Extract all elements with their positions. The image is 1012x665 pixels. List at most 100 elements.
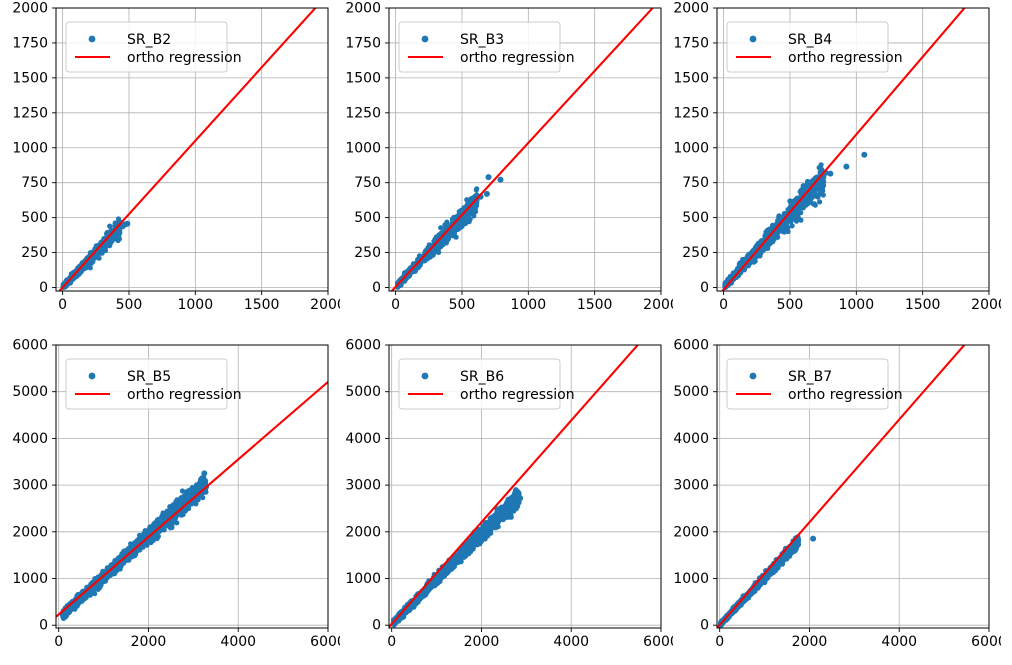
legend-line-label: ortho regression [788,387,903,403]
axis-ticks [52,7,329,295]
svg-text:0: 0 [58,297,67,313]
axis-tick-labels: 02000400060000100020003000400050006000 [12,338,340,651]
axis-ticks [713,7,990,295]
axes-spines [55,7,329,292]
axes-spines [388,344,662,629]
legend-marker-dot [88,35,96,43]
svg-text:1000: 1000 [673,140,709,156]
svg-text:500: 500 [21,210,48,226]
svg-text:1000: 1000 [838,297,874,313]
axes-spines [55,344,329,629]
svg-text:1000: 1000 [510,297,546,313]
regression-line [389,345,640,628]
axis-ticks [385,344,662,632]
scatter-points [395,174,504,290]
legend-marker-dot [88,372,96,380]
legend-series-label: SR_B5 [127,369,171,385]
svg-text:0: 0 [39,280,48,296]
svg-text:1750: 1750 [345,35,381,51]
svg-text:1500: 1500 [12,70,48,86]
svg-text:2000: 2000 [971,297,1001,313]
svg-text:500: 500 [449,297,476,313]
legend-marker-dot [749,372,757,380]
svg-text:2000: 2000 [643,297,673,313]
legend-marker-dot [749,35,757,43]
axis-tick-labels: 0 500 1000 1500 2000 0 250 500 750 1000 1250 1500 17… [12,1,340,314]
svg-text:1000: 1000 [177,297,213,313]
svg-text:1250: 1250 [673,105,709,121]
svg-text:250: 250 [682,245,709,261]
axis-ticks [52,344,329,632]
svg-text:750: 750 [682,175,709,191]
svg-text:1500: 1500 [244,297,280,313]
svg-text:250: 250 [354,245,381,261]
svg-text:250: 250 [21,245,48,261]
svg-text:2000: 2000 [12,1,48,17]
svg-text:1500: 1500 [577,297,613,313]
legend-line-label: ortho regression [788,50,903,66]
legend-line-label: ortho regression [127,387,242,403]
svg-text:1250: 1250 [345,105,381,121]
regression-line [58,8,317,291]
legend-series-label: SR_B4 [788,32,832,48]
regression-line [56,381,328,618]
subplot-0: 0 500 1000 1500 2000 0 250 500 750 1000 1250 1500 17… [0,0,340,321]
scatter-plot-svg: 0 500 1000 1500 2000 0 250 500 750 1000 1250 1500 17… [673,1,1001,314]
svg-text:750: 750 [21,175,48,191]
subplot-3: 02000400060000100020003000400050006000SR… [0,337,340,658]
svg-text:0: 0 [700,280,709,296]
svg-text:1500: 1500 [673,70,709,86]
legend-line-label: ortho regression [127,50,242,66]
svg-text:500: 500 [682,210,709,226]
regression-line [721,8,966,291]
scatter-plot-svg: 0 500 1000 1500 2000 0 250 500 750 1000 1250 1500 17… [12,1,340,314]
regression-line [390,8,655,291]
axis-tick-labels: 0 500 1000 1500 2000 0 250 500 750 1000 1250 1500 17… [345,1,673,314]
subplot-5: 02000400060000100020003000400050006000SR… [661,337,1001,658]
scatter-plot-svg: 0 500 1000 1500 2000 0 250 500 750 1000 1250 1500 17… [345,1,673,314]
legend-series-label: SR_B7 [788,369,832,385]
legend-series-label: SR_B6 [460,369,504,385]
subplot-2: 0 500 1000 1500 2000 0 250 500 750 1000 1250 1500 17… [661,0,1001,321]
axis-tick-labels: 02000400060000100020003000400050006000 [673,338,1001,651]
svg-text:1500: 1500 [905,297,941,313]
subplot-1: 0 500 1000 1500 2000 0 250 500 750 1000 1250 1500 17… [333,0,673,321]
svg-text:1250: 1250 [12,105,48,121]
scatter-points [718,534,817,628]
legend-marker-dot [421,372,429,380]
legend-series-label: SR_B2 [127,32,171,48]
scatter-points [60,470,210,621]
axis-ticks [385,7,662,295]
axes-spines [716,7,990,292]
scatter-points [390,487,524,628]
scatter-points [722,151,868,290]
legend-line-label: ortho regression [460,387,575,403]
axis-ticks [713,344,990,632]
svg-text:2000: 2000 [310,297,340,313]
svg-text:500: 500 [777,297,804,313]
svg-text:1000: 1000 [12,140,48,156]
svg-text:1000: 1000 [345,140,381,156]
svg-text:750: 750 [354,175,381,191]
svg-text:2000: 2000 [673,1,709,17]
svg-text:1500: 1500 [345,70,381,86]
subplot-4: 02000400060000100020003000400050006000SR… [333,337,673,658]
svg-text:0: 0 [372,280,381,296]
scatter-plot-svg: 02000400060000100020003000400050006000SR… [345,338,673,651]
svg-text:1750: 1750 [673,35,709,51]
scatter-plot-svg: 02000400060000100020003000400050006000SR… [673,338,1001,651]
legend-series-label: SR_B3 [460,32,504,48]
svg-text:2000: 2000 [345,1,381,17]
legend-line-label: ortho regression [460,50,575,66]
svg-text:0: 0 [391,297,400,313]
axes-spines [716,344,990,629]
svg-text:1750: 1750 [12,35,48,51]
svg-text:0: 0 [719,297,728,313]
